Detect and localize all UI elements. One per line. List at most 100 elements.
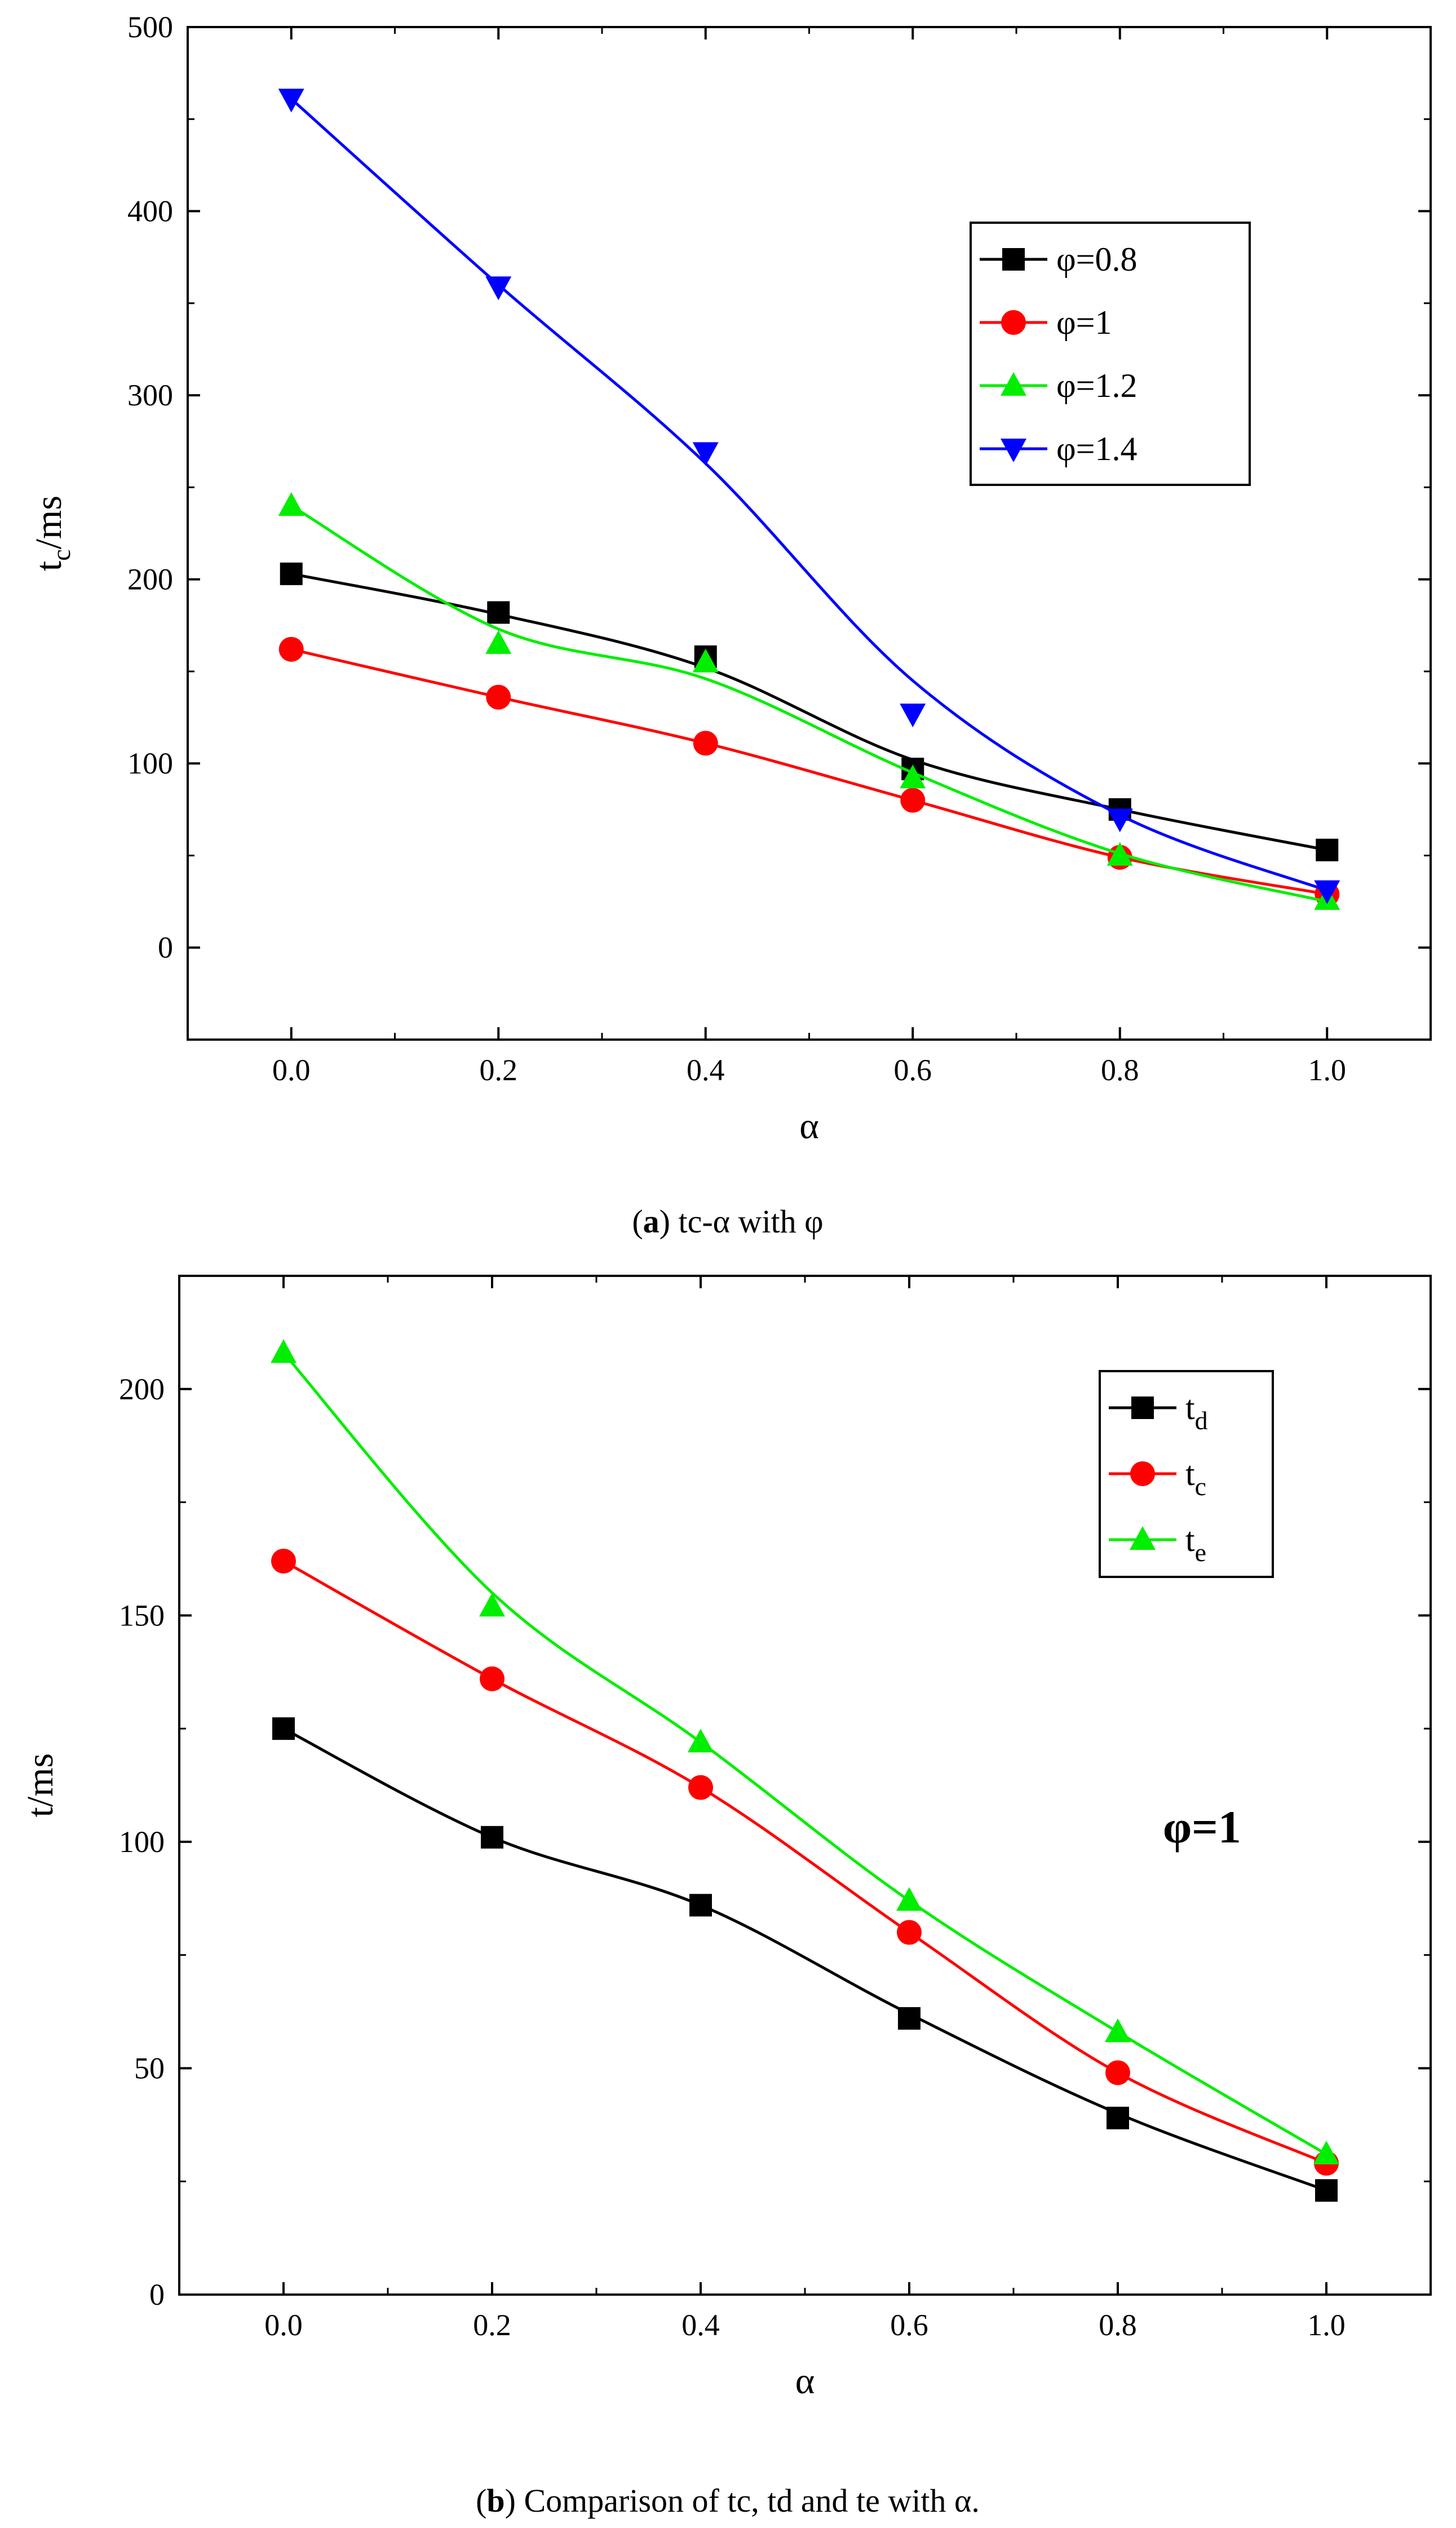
chart-b: 0.0 0.2 0.4 0.6 0.8 1.0050100150200αt/mstdtct…	[20, 1275, 1432, 2402]
data-point-b-0	[272, 1717, 295, 1740]
caption-a: (a) tc-α with φ	[632, 1203, 823, 1240]
data-point-b-1	[688, 1775, 713, 1800]
caption-b: (b) Comparison of tc, td and te with α.	[476, 2482, 980, 2519]
legend-marker	[1001, 310, 1026, 335]
data-point-a-3	[900, 704, 926, 728]
legend-marker	[1002, 248, 1025, 271]
x-tick-label: 0.6	[890, 2308, 928, 2342]
legend-label-sub: c	[1195, 1472, 1206, 1501]
data-point-a-2	[900, 764, 926, 789]
x-tick-label: 0.4	[687, 1053, 725, 1087]
y-tick-label: 0	[158, 931, 173, 965]
data-point-a-3	[692, 442, 719, 466]
legend-label: tc	[1185, 1455, 1206, 1501]
chart-a: 0.0 0.2 0.4 0.6 0.8 1.0 0 100 200 300 400 500 α tc/ms…	[28, 10, 1432, 1147]
data-point-a-2	[692, 648, 719, 673]
x-tick-label: 0.0	[264, 2308, 303, 2342]
data-point-a-3	[278, 89, 304, 113]
data-point-b-2	[479, 1593, 505, 1617]
x-tick-label: 0.8	[1101, 1053, 1139, 1087]
x-tick-label: 0.2	[473, 2308, 511, 2342]
data-point-a-1	[486, 684, 511, 710]
series-line-b-0	[282, 1727, 1327, 2192]
x-tick-label: 0.6	[894, 1053, 932, 1087]
legend-label-sub: d	[1195, 1406, 1208, 1435]
data-point-b-2	[1105, 2018, 1131, 2043]
series-line-b-2	[282, 1351, 1327, 2156]
data-point-a-3	[1314, 880, 1340, 904]
data-point-a-0	[487, 601, 510, 624]
series-line-a-3	[290, 98, 1328, 892]
legend-label-name: t	[1185, 1521, 1195, 1558]
series-line-a-1	[291, 648, 1327, 896]
x-tick-label: 0.2	[480, 1053, 518, 1087]
x-tick-label: 1.0	[1308, 1053, 1347, 1087]
y-tick-label: 500	[127, 10, 173, 44]
data-point-b-0	[1107, 2106, 1129, 2129]
data-point-b-1	[271, 1548, 296, 1574]
x-axis-label: α	[795, 2361, 815, 2402]
y-tick-label: 0	[149, 2278, 165, 2312]
x-tick-label: 0.0	[272, 1053, 311, 1087]
legend-label-name: φ=1	[1056, 304, 1112, 341]
series-line-a-2	[290, 504, 1327, 903]
y-tick-label: 100	[119, 1825, 165, 1859]
legend-marker	[1130, 1526, 1156, 1550]
y-tick-label: 200	[119, 1372, 165, 1406]
data-point-b-1	[897, 1920, 922, 1945]
plot-frame-a	[187, 26, 1432, 1041]
legend-label-name: φ=1.4	[1056, 430, 1137, 467]
y-tick-label: 400	[127, 195, 173, 228]
legend-label: te	[1185, 1521, 1206, 1567]
data-point-b-2	[271, 1339, 296, 1363]
y-tick-label: 50	[134, 2051, 165, 2085]
legend-marker	[1001, 372, 1026, 396]
annotation-b: φ=1	[1163, 1801, 1241, 1853]
data-point-a-0	[280, 562, 303, 585]
legend-label: td	[1185, 1389, 1208, 1435]
legend-label: φ=0.8	[1056, 241, 1137, 278]
data-point-b-0	[481, 1826, 503, 1849]
x-tick-label: 1.0	[1307, 2308, 1346, 2342]
y-tick-label: 100	[127, 746, 173, 780]
y-axis-label-rest: /ms	[28, 496, 69, 549]
data-point-a-1	[900, 788, 926, 813]
y-axis-label-base: t	[28, 561, 69, 571]
y-tick-label: 150	[119, 1598, 165, 1632]
data-point-a-0	[1316, 838, 1339, 861]
legend-label-name: t	[1185, 1455, 1195, 1492]
data-point-b-2	[1313, 2141, 1339, 2165]
data-point-b-1	[480, 1666, 504, 1691]
data-point-b-0	[898, 2007, 920, 2030]
data-point-a-1	[278, 637, 304, 662]
legend-marker	[1001, 439, 1026, 462]
data-point-a-3	[1107, 808, 1133, 833]
legend-marker	[1130, 1461, 1155, 1486]
data-point-a-1	[693, 731, 718, 756]
data-point-b-0	[689, 1894, 712, 1917]
data-point-b-0	[1315, 2179, 1338, 2202]
y-axis-label: t/ms	[20, 1753, 61, 1818]
y-tick-label: 300	[127, 378, 173, 412]
legend-label-sub: e	[1195, 1538, 1206, 1567]
legend-label-name: t	[1185, 1389, 1195, 1426]
data-point-b-1	[1105, 2060, 1130, 2085]
y-axis-label-base: t/ms	[20, 1753, 61, 1818]
data-point-a-2	[1107, 842, 1133, 866]
series-line-b-1	[282, 1559, 1327, 2165]
x-tick-label: 0.4	[681, 2308, 720, 2342]
data-point-a-2	[485, 630, 512, 654]
y-axis-label-sub: c	[47, 549, 76, 560]
x-axis-label: α	[799, 1106, 819, 1147]
y-axis-label: tc/ms	[28, 496, 76, 571]
data-point-b-2	[896, 1887, 922, 1911]
y-tick-label: 200	[127, 563, 173, 596]
series-line-a-0	[291, 572, 1327, 852]
data-point-b-2	[688, 1729, 714, 1753]
legend-label: φ=1	[1056, 304, 1112, 341]
legend-label-name: φ=1.2	[1056, 367, 1137, 404]
legend-label: φ=1.2	[1056, 367, 1137, 404]
x-tick-label: 0.8	[1099, 2308, 1137, 2342]
legend-label: φ=1.4	[1056, 430, 1137, 467]
